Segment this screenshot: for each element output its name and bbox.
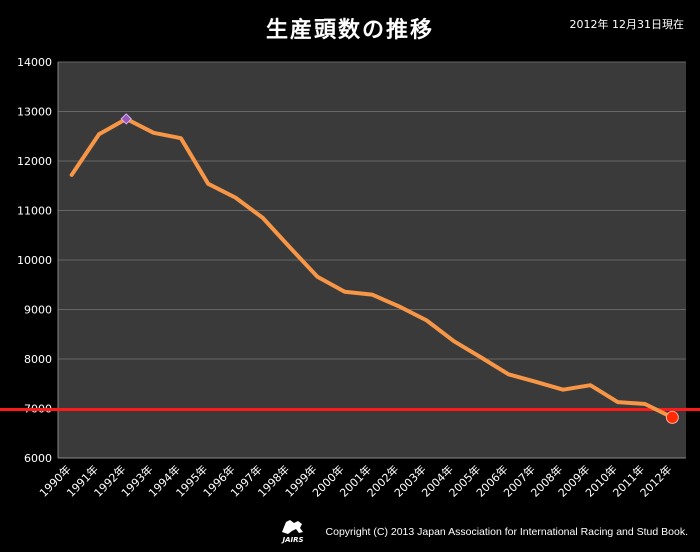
data-point [561,388,565,392]
y-tick-label: 11000 [17,205,52,218]
data-point [206,182,210,186]
data-point [70,173,74,177]
chart-title: 生産頭数の推移 [265,18,434,43]
data-point [643,402,647,406]
data-point [288,246,292,250]
data-point [261,216,265,220]
y-tick-label: 9000 [24,304,52,317]
data-point [343,290,347,294]
jairs-logo: JAIRS [276,514,310,544]
y-tick-label: 8000 [24,353,52,366]
svg-text:JAIRS: JAIRS [280,536,303,544]
data-point [152,131,156,135]
y-tick-label: 6000 [24,452,52,465]
data-point [315,275,319,279]
data-point [534,380,538,384]
data-point [233,196,237,200]
data-point [616,400,620,404]
last-point-marker [665,410,679,424]
data-point [425,318,429,322]
y-tick-label: 12000 [17,155,52,168]
copyright-text: Copyright (C) 2013 Japan Association for… [325,526,688,538]
y-tick-label: 10000 [17,254,52,267]
data-point [452,339,456,343]
as-of-date: 2012年 12月31日現在 [569,18,685,31]
data-point [479,356,483,360]
data-point [397,305,401,309]
data-point [179,136,183,140]
data-point [507,372,511,376]
data-point [588,383,592,387]
y-tick-label: 13000 [17,106,52,119]
y-tick-label: 14000 [17,56,52,69]
max-point-marker [120,113,132,125]
data-point [370,293,374,297]
data-point [97,132,101,136]
